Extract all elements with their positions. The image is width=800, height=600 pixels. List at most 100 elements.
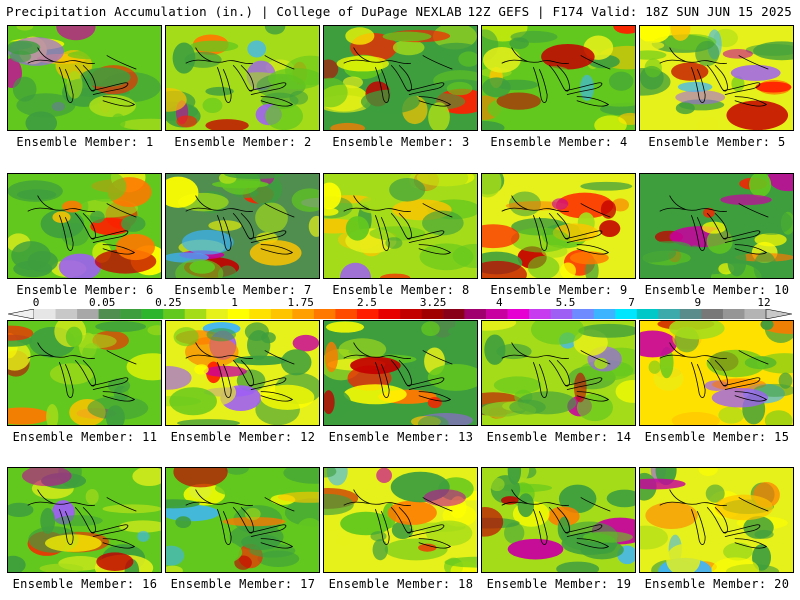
- precipitation-blob: [418, 543, 437, 552]
- precipitation-blob: [711, 557, 760, 572]
- precipitation-blob: [283, 468, 319, 484]
- precipitation-blob: [132, 468, 161, 487]
- precipitation-blob: [720, 194, 772, 206]
- precipitation-blob: [175, 516, 192, 529]
- precipitation-field: [482, 174, 635, 278]
- precipitation-blob: [147, 325, 161, 336]
- color-scale-swatch: [744, 309, 767, 319]
- precipitation-blob: [249, 543, 296, 558]
- precipitation-blob: [58, 253, 102, 278]
- precipitation-blob: [489, 477, 505, 492]
- precipitation-blob: [578, 323, 635, 338]
- precipitation-blob: [39, 563, 84, 572]
- precipitation-blob: [446, 81, 473, 96]
- precipitation-blob: [425, 520, 473, 546]
- precipitation-blob: [745, 44, 793, 56]
- color-scale-swatch: [421, 309, 444, 319]
- precipitation-blob: [482, 224, 520, 249]
- precipitation-blob: [224, 468, 249, 475]
- ensemble-member-map: [481, 173, 636, 279]
- precipitation-blob: [370, 531, 387, 542]
- ensemble-member-label: Ensemble Member: 4: [490, 135, 628, 149]
- great-lakes-outline: [185, 47, 295, 107]
- ensemble-member-label: Ensemble Member: 6: [16, 283, 154, 297]
- precipitation-blob: [712, 378, 767, 391]
- color-scale-swatch: [206, 309, 229, 319]
- great-lakes-outline: [185, 342, 295, 402]
- color-scale-swatch: [550, 309, 573, 319]
- precipitation-blob: [45, 534, 102, 552]
- precipitation-blob: [67, 50, 109, 60]
- precipitation-blob: [558, 484, 597, 514]
- precipitation-blob: [8, 40, 41, 55]
- precipitation-blob: [412, 340, 431, 350]
- precipitation-blob: [541, 43, 595, 70]
- precipitation-blob: [653, 366, 684, 391]
- precipitation-blob: [205, 119, 249, 130]
- precipitation-blob: [66, 71, 83, 99]
- precipitation-blob: [121, 215, 146, 232]
- precipitation-blob: [8, 407, 51, 425]
- precipitation-blob: [669, 321, 725, 340]
- ensemble-member-label: Ensemble Member: 10: [644, 283, 790, 297]
- color-scale-swatch: [615, 309, 638, 319]
- precipitation-blob: [496, 92, 541, 110]
- precipitation-blob: [768, 174, 793, 192]
- precipitation-field: [166, 26, 319, 130]
- precipitation-blob: [189, 40, 239, 52]
- precipitation-blob: [247, 40, 267, 58]
- precipitation-blob: [376, 468, 393, 484]
- precipitation-blob: [695, 40, 720, 67]
- color-scale-swatch: [141, 309, 164, 319]
- color-scale-swatch: [55, 309, 78, 319]
- color-scale-tick-label: 0.05: [88, 296, 116, 309]
- precipitation-field: [166, 174, 319, 278]
- color-scale-swatch: [486, 309, 508, 319]
- color-scale-swatch: [356, 309, 379, 319]
- precipitation-blob: [184, 51, 222, 68]
- precipitation-blob: [569, 251, 609, 265]
- precipitation-blob: [324, 59, 339, 80]
- precipitation-blob: [342, 76, 363, 89]
- precipitation-blob: [56, 26, 96, 41]
- precipitation-blob: [291, 188, 319, 212]
- great-lakes-outline: [659, 342, 769, 402]
- precipitation-blob: [723, 542, 753, 561]
- precipitation-blob: [8, 555, 26, 572]
- ensemble-member-label: Ensemble Member: 9: [490, 283, 628, 297]
- precipitation-blob: [573, 372, 587, 403]
- precipitation-blob: [94, 371, 110, 383]
- great-lakes-outline: [185, 489, 295, 549]
- color-scale-swatch: [335, 309, 358, 319]
- color-scale-swatch: [184, 309, 207, 319]
- precipitation-blob: [8, 468, 21, 476]
- precipitation-field: [324, 468, 477, 572]
- precipitation-field: [640, 26, 793, 130]
- precipitation-blob: [640, 243, 677, 263]
- ensemble-member-map: [481, 25, 636, 131]
- precipitation-blob: [384, 538, 448, 561]
- precipitation-blob: [510, 30, 558, 43]
- color-scale-swatch: [529, 309, 552, 319]
- precipitation-blob: [176, 115, 198, 128]
- precipitation-blob: [444, 556, 477, 568]
- ensemble-member-map: [165, 25, 320, 131]
- precipitation-field: [482, 468, 635, 572]
- color-scale-swatch: [572, 309, 595, 319]
- ensemble-member-map: [323, 173, 478, 279]
- precipitation-blob: [711, 388, 769, 408]
- precipitation-blob: [166, 366, 192, 390]
- precipitation-blob: [173, 468, 228, 488]
- precipitation-blob: [391, 520, 414, 540]
- precipitation-blob: [80, 67, 131, 87]
- color-scale-swatch: [120, 309, 142, 319]
- precipitation-field: [166, 321, 319, 425]
- precipitation-blob: [52, 211, 71, 223]
- precipitation-blob: [234, 555, 252, 570]
- ensemble-member-map: [639, 467, 794, 573]
- precipitation-blob: [222, 517, 286, 527]
- precipitation-blob: [189, 260, 216, 274]
- precipitation-blob: [49, 363, 94, 385]
- ensemble-member-map: [323, 320, 478, 426]
- ensemble-member-label: Ensemble Member: 15: [644, 430, 790, 444]
